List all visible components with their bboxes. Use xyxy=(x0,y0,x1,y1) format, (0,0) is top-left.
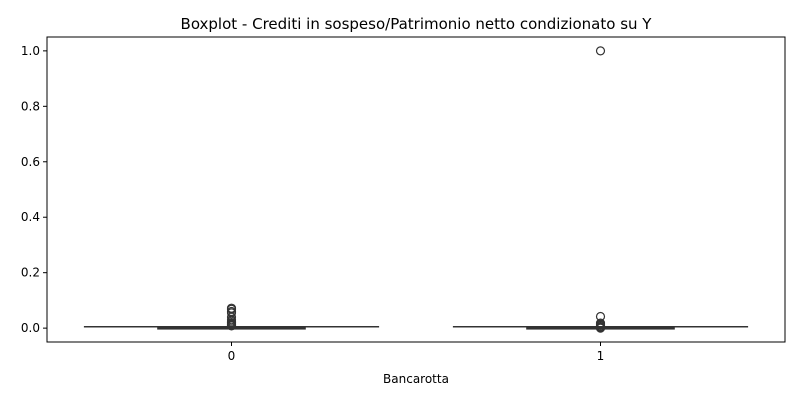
x-tick-label: 0 xyxy=(228,349,236,363)
y-tick-label: 1.0 xyxy=(21,44,40,58)
x-axis-label: Bancarotta xyxy=(383,372,449,386)
y-tick-label: 0.6 xyxy=(21,155,40,169)
plot-frame xyxy=(46,36,786,343)
y-tick-label: 0.8 xyxy=(21,99,40,113)
box-group-0 xyxy=(83,303,380,331)
x-tick-label: 1 xyxy=(597,349,605,363)
outlier-point xyxy=(226,303,237,313)
y-tick-label: 0.0 xyxy=(21,321,40,335)
box-group-1 xyxy=(452,46,749,333)
chart-title: Boxplot - Crediti in sospeso/Patrimonio … xyxy=(181,15,653,33)
y-tick-label: 0.4 xyxy=(21,210,40,224)
plot-area xyxy=(83,46,749,333)
outlier-point xyxy=(595,318,606,328)
outlier-point xyxy=(595,311,606,322)
y-tick-label: 0.2 xyxy=(21,266,40,280)
outlier-point xyxy=(595,46,606,56)
